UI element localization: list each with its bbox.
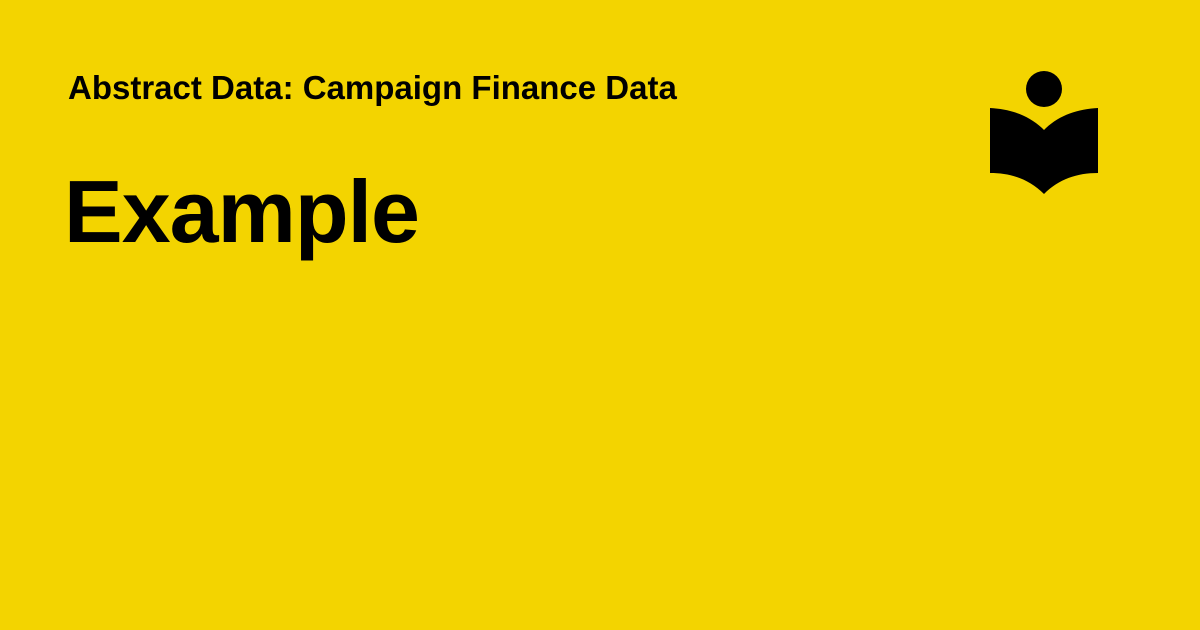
card-subtitle: Abstract Data: Campaign Finance Data [68, 69, 677, 106]
card-title: Example [64, 162, 420, 261]
reading-person-book-icon [990, 70, 1098, 196]
